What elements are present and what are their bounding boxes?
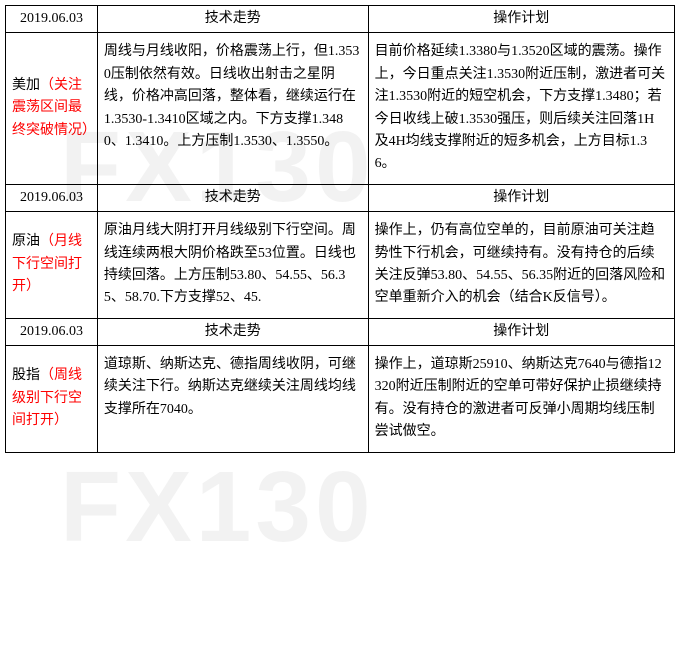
section-header-row: 2019.06.03 技术走势 操作计划: [6, 318, 675, 345]
analysis-table: 2019.06.03 技术走势 操作计划 美加（关注震荡区间最终突破情况） 周线…: [5, 5, 675, 453]
plan-header: 操作计划: [368, 184, 674, 211]
instrument-label: 美加（关注震荡区间最终突破情况）: [6, 33, 98, 184]
instrument-name: 美加: [12, 78, 40, 93]
plan-cell: 目前价格延续1.3380与1.3520区域的震荡。操作上，今日重点关注1.353…: [368, 33, 674, 184]
trend-cell: 周线与月线收阳，价格震荡上行，但1.3530压制依然有效。日线收出射击之星阴线，…: [97, 33, 368, 184]
date-cell: 2019.06.03: [6, 318, 98, 345]
date-cell: 2019.06.03: [6, 6, 98, 33]
instrument-label: 原油（月线下行空间打开）: [6, 212, 98, 319]
section-body-row: 股指（周线级别下行空间打开） 道琼斯、纳斯达克、德指周线收阴，可继续关注下行。纳…: [6, 346, 675, 453]
instrument-label: 股指（周线级别下行空间打开）: [6, 346, 98, 453]
section-header-row: 2019.06.03 技术走势 操作计划: [6, 6, 675, 33]
section-header-row: 2019.06.03 技术走势 操作计划: [6, 184, 675, 211]
date-cell: 2019.06.03: [6, 184, 98, 211]
plan-cell: 操作上，仍有高位空单的，目前原油可关注趋势性下行机会，可继续持有。没有持仓的后续…: [368, 212, 674, 319]
trend-cell: 原油月线大阴打开月线级别下行空间。周线连续两根大阴价格跌至53位置。日线也持续回…: [97, 212, 368, 319]
instrument-name: 股指: [12, 368, 40, 383]
trend-header: 技术走势: [97, 184, 368, 211]
plan-header: 操作计划: [368, 318, 674, 345]
watermark: FX130: [60, 450, 375, 565]
section-body-row: 原油（月线下行空间打开） 原油月线大阴打开月线级别下行空间。周线连续两根大阴价格…: [6, 212, 675, 319]
instrument-name: 原油: [12, 234, 40, 249]
trend-cell: 道琼斯、纳斯达克、德指周线收阴，可继续关注下行。纳斯达克继续关注周线均线支撑所在…: [97, 346, 368, 453]
plan-header: 操作计划: [368, 6, 674, 33]
section-body-row: 美加（关注震荡区间最终突破情况） 周线与月线收阳，价格震荡上行，但1.3530压…: [6, 33, 675, 184]
trend-header: 技术走势: [97, 318, 368, 345]
trend-header: 技术走势: [97, 6, 368, 33]
plan-cell: 操作上，道琼斯25910、纳斯达克7640与德指12320附近压制附近的空单可带…: [368, 346, 674, 453]
